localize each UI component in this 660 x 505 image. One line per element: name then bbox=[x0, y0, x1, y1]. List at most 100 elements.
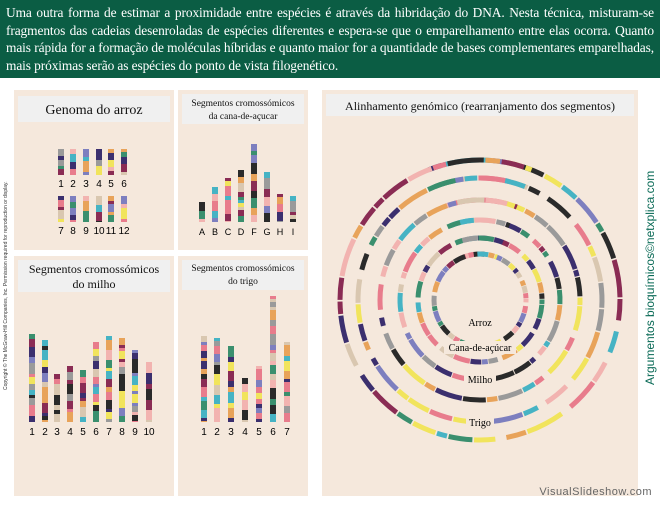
chromosome-segment bbox=[256, 387, 262, 393]
chromosome-segment bbox=[121, 157, 127, 164]
chromosome-segment bbox=[108, 171, 114, 175]
chromosome-segment bbox=[42, 420, 48, 422]
chromosome-segment bbox=[251, 191, 257, 198]
chromosome-segment bbox=[106, 368, 112, 371]
chromosome-segment bbox=[225, 214, 231, 221]
chromosome-segment bbox=[121, 204, 127, 208]
chromosome-segment bbox=[277, 221, 283, 222]
chromosome-segment bbox=[270, 350, 276, 353]
chromosome-segment bbox=[132, 359, 138, 369]
chromosome-segment bbox=[93, 342, 99, 349]
chromosome-segment bbox=[106, 350, 112, 360]
chromosome-segment bbox=[212, 211, 218, 218]
chromosome-segment bbox=[70, 208, 76, 215]
ring-segment bbox=[489, 359, 498, 361]
chromosome-segment bbox=[284, 379, 290, 382]
alignment-title: Alinhamento genómico (rearranjamento dos… bbox=[345, 99, 615, 113]
ring-segment bbox=[454, 338, 459, 341]
chromosome-segment bbox=[93, 387, 99, 394]
chromosome-segment bbox=[199, 219, 205, 222]
cane-chromosome bbox=[264, 172, 270, 222]
rice-label: 9 bbox=[83, 226, 89, 237]
ring-segment bbox=[496, 222, 505, 224]
ring-segment bbox=[522, 281, 524, 286]
chromosome-segment bbox=[93, 402, 99, 405]
rice-title: Genoma do arroz bbox=[45, 103, 142, 118]
chromosome-segment bbox=[238, 200, 244, 203]
maize-chromosome bbox=[93, 342, 99, 422]
cane-label: G bbox=[263, 227, 270, 237]
rice-chromosome bbox=[121, 149, 127, 175]
chromosome-segment bbox=[70, 154, 76, 162]
ring-segment bbox=[487, 398, 497, 399]
chromosome-segment bbox=[242, 410, 248, 420]
chromosome-segment bbox=[225, 200, 231, 208]
description-text: Uma outra forma de estimar a proximidade… bbox=[6, 4, 654, 74]
chromosome-segment bbox=[80, 393, 86, 398]
chromosome-segment bbox=[238, 177, 244, 183]
ring-segment bbox=[517, 273, 520, 278]
wheat-chromosome bbox=[256, 366, 262, 422]
chromosome-segment bbox=[270, 299, 276, 302]
chromosome-segment bbox=[277, 197, 283, 204]
chromosome-segment bbox=[270, 302, 276, 307]
chromosome-segment bbox=[80, 377, 86, 383]
ring-segment bbox=[544, 252, 547, 256]
ring-segment bbox=[400, 293, 401, 312]
ring-segment bbox=[557, 305, 559, 320]
chromosome-segment bbox=[106, 416, 112, 419]
cane-label: I bbox=[292, 227, 295, 237]
chromosome-segment bbox=[106, 400, 112, 409]
ring-segment bbox=[455, 179, 463, 180]
chromosome-segment bbox=[42, 397, 48, 403]
chromosome-segment bbox=[146, 362, 152, 373]
chromosome-segment bbox=[201, 342, 207, 345]
credit-text: Argumentos bioquímicos©netxplica.com bbox=[643, 171, 657, 385]
chromosome-segment bbox=[54, 379, 60, 384]
chromosome-segment bbox=[29, 347, 35, 357]
chromosome-segment bbox=[270, 380, 276, 388]
chromosome-segment bbox=[256, 419, 262, 422]
chromosome-segment bbox=[119, 355, 125, 359]
ring-segment bbox=[474, 439, 495, 440]
ring-segment bbox=[509, 265, 514, 269]
chromosome-segment bbox=[242, 420, 248, 422]
chromosome-segment bbox=[284, 345, 290, 356]
chromosome-segment bbox=[108, 160, 114, 167]
chromosome-segment bbox=[83, 201, 89, 211]
chromosome-segment bbox=[270, 326, 276, 334]
chromosome-segment bbox=[228, 346, 234, 357]
chromosome-segment bbox=[201, 387, 207, 397]
footer-watermark: VisualSlideshow.com bbox=[539, 486, 652, 498]
chromosome-segment bbox=[80, 370, 86, 377]
chromosome-segment bbox=[121, 164, 127, 172]
ring-segment bbox=[437, 433, 447, 436]
chromosome-segment bbox=[132, 353, 138, 359]
ring-segment bbox=[520, 313, 524, 322]
chromosome-segment bbox=[277, 204, 283, 212]
rice-chromosome bbox=[70, 196, 76, 222]
chromosome-segment bbox=[29, 334, 35, 339]
chromosome-segment bbox=[201, 369, 207, 374]
maize-title-line1: Segmentos cromossómicos bbox=[29, 262, 160, 276]
chromosome-segment bbox=[284, 382, 290, 392]
chromosome-segment bbox=[228, 357, 234, 362]
chromosome-segment bbox=[121, 196, 127, 204]
chromosome-segment bbox=[106, 360, 112, 368]
rice-label: 10 bbox=[93, 226, 105, 237]
chromosome-segment bbox=[119, 348, 125, 351]
chromosome-segment bbox=[54, 414, 60, 422]
ring-segment bbox=[457, 200, 484, 203]
chromosome-segment bbox=[106, 379, 112, 387]
chromosome-segment bbox=[146, 416, 152, 420]
chromosome-segment bbox=[42, 340, 48, 346]
chromosome-segment bbox=[228, 418, 234, 422]
chromosome-segment bbox=[284, 406, 290, 413]
chromosome-segment bbox=[119, 367, 125, 374]
chromosome-segment bbox=[83, 157, 89, 161]
chromosome-segment bbox=[106, 412, 112, 416]
maize-label: 9 bbox=[132, 427, 138, 438]
chromosome-segment bbox=[121, 208, 127, 219]
chromosome-segment bbox=[70, 196, 76, 202]
ring-segment bbox=[373, 358, 377, 364]
